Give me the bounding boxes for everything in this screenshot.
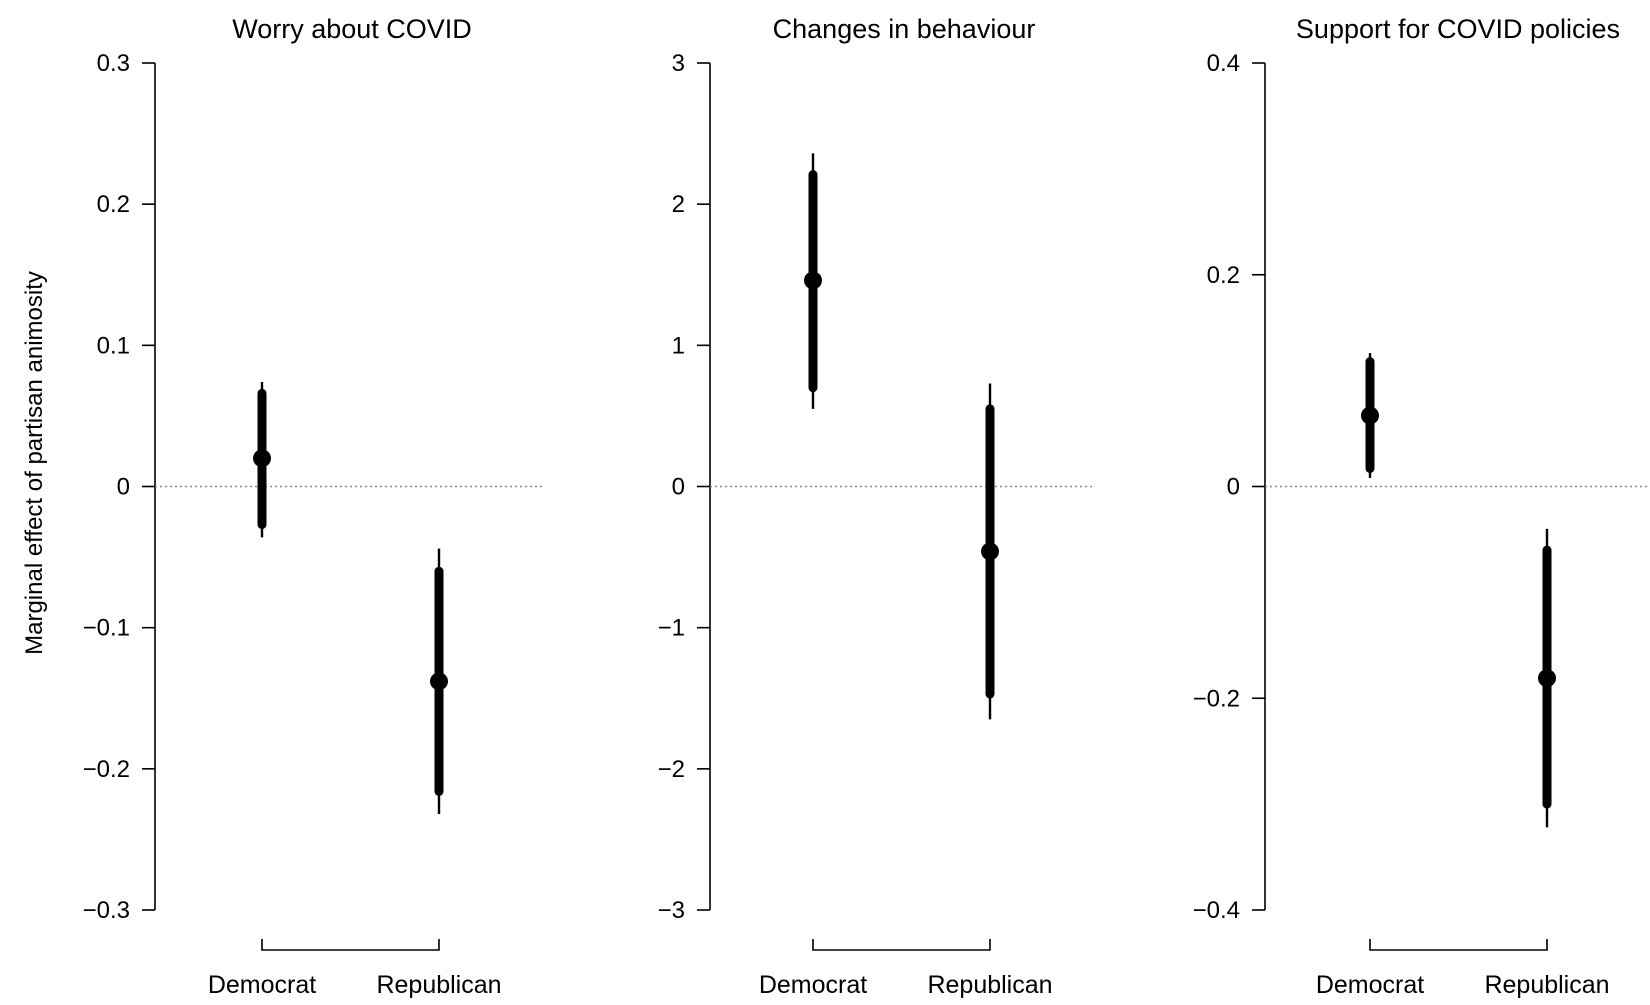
y-axis-label: Marginal effect of partisan animosity	[21, 271, 48, 655]
y-tick-label: 0.2	[97, 191, 130, 218]
point-estimate-democrat	[1361, 406, 1379, 425]
y-tick-label: 0	[672, 474, 685, 501]
point-estimate-republican	[430, 672, 448, 691]
point-estimate-democrat	[804, 271, 822, 290]
y-tick-label: −2	[658, 756, 685, 783]
panel-changes-in-behaviour: Changes in behaviour 3 2 1 0 −1 −2 −3 Democrat Re…	[658, 14, 1095, 999]
panel-worry-about-covid: Worry about COVID 0.3 0.2 0.1 0 −0.1 −0.2 −0.3 D…	[83, 14, 545, 999]
y-tick-label: 2	[672, 191, 685, 218]
point-estimate-republican	[981, 542, 999, 561]
x-tick-label-republican: Republican	[927, 971, 1052, 999]
y-tick-label: 0.2	[1207, 262, 1240, 289]
x-tick-label-democrat: Democrat	[1316, 971, 1424, 999]
y-tick-label: 0	[1227, 474, 1240, 501]
point-estimate-republican	[1538, 669, 1556, 688]
y-tick-label: 0	[117, 474, 130, 501]
y-tick-label: 0.3	[97, 50, 130, 77]
x-tick-label-democrat: Democrat	[759, 971, 867, 999]
y-tick-label: −0.1	[83, 615, 130, 642]
point-estimate-democrat	[253, 449, 271, 468]
y-tick-label: −3	[658, 897, 685, 924]
x-axis-bracket	[812, 939, 991, 951]
y-tick-label: −0.4	[1193, 897, 1240, 924]
y-tick-label: 1	[672, 332, 685, 359]
y-tick-label: 3	[672, 50, 685, 77]
y-tick-label: −0.3	[83, 897, 130, 924]
x-axis-bracket	[261, 939, 440, 951]
y-tick-label: 0.1	[97, 332, 130, 359]
x-axis-bracket	[1369, 939, 1548, 951]
panel-support-for-covid-policies: Support for COVID policies 0.4 0.2 0 −0.2 −0.…	[1193, 14, 1650, 999]
x-tick-label-republican: Republican	[1484, 971, 1609, 999]
y-tick-label: 0.4	[1207, 50, 1240, 77]
panel-title: Changes in behaviour	[773, 14, 1036, 44]
y-tick-label: −1	[658, 615, 685, 642]
y-tick-label: −0.2	[83, 756, 130, 783]
panel-title: Support for COVID policies	[1296, 14, 1620, 44]
panel-title: Worry about COVID	[232, 14, 472, 44]
x-tick-label-republican: Republican	[376, 971, 501, 999]
x-tick-label-democrat: Democrat	[208, 971, 316, 999]
y-tick-label: −0.2	[1193, 685, 1240, 712]
